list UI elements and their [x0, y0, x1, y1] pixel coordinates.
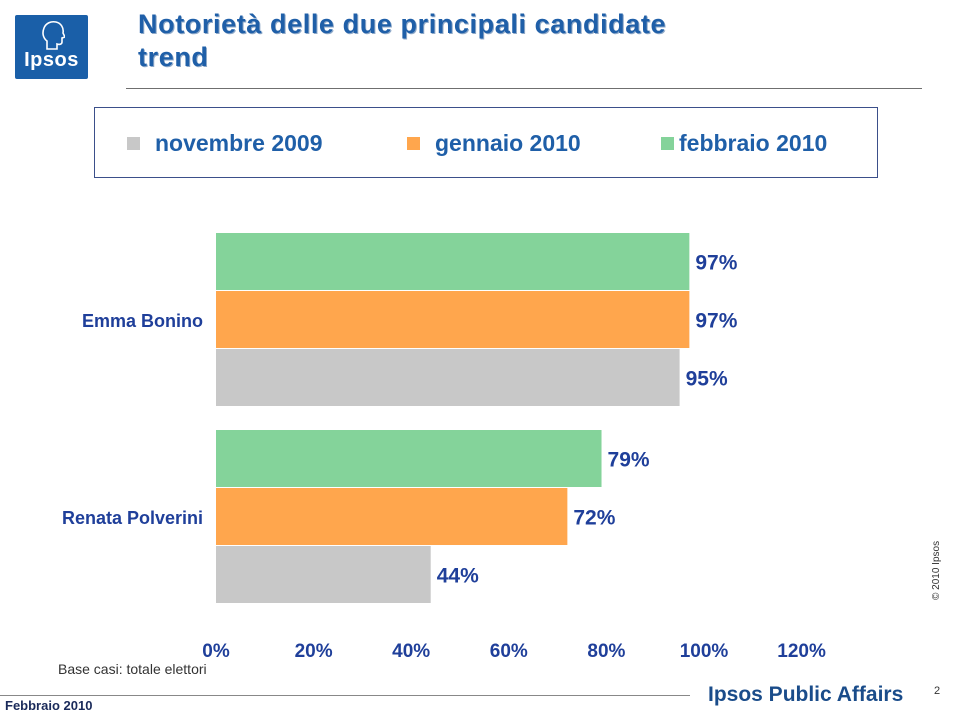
x-tick-label: 20%: [295, 641, 333, 662]
chart-legend: novembre 2009 gennaio 2010 febbraio 2010: [94, 107, 878, 178]
x-tick-label: 100%: [680, 641, 729, 662]
title-line-2: trend: [138, 42, 209, 72]
data-label: 95%: [686, 368, 728, 391]
data-label: 97%: [695, 252, 737, 275]
legend-label-gennaio-2010: gennaio 2010: [435, 130, 581, 156]
category-label: Emma Bonino: [82, 311, 203, 331]
category-label: Renata Polverini: [62, 508, 203, 528]
page-title: Notorietà delle due principali candidate…: [138, 8, 666, 74]
data-label: 97%: [695, 310, 737, 333]
bar-renata-polverini-gennaio-2010: [216, 488, 568, 545]
title-divider: [126, 88, 922, 89]
x-tick-label: 60%: [490, 641, 528, 662]
data-label: 79%: [608, 449, 650, 472]
page-number: 2: [934, 685, 941, 697]
copyright-text: © 2010 Ipsos: [931, 540, 942, 600]
bar-emma-bonino-febbraio-2010: [216, 233, 690, 290]
bar-emma-bonino-novembre-2009: [216, 349, 680, 406]
bar-emma-bonino-gennaio-2010: [216, 291, 690, 348]
legend-swatch-gennaio-2010: [407, 137, 420, 150]
title-line-1: Notorietà delle due principali candidate: [138, 9, 667, 39]
bar-renata-polverini-novembre-2009: [216, 546, 431, 603]
data-label: 72%: [573, 507, 615, 530]
legend-label-febbraio-2010: febbraio 2010: [679, 130, 828, 156]
legend-swatch-febbraio-2010: [661, 137, 674, 150]
logo-text: Ipsos: [24, 49, 79, 71]
bar-renata-polverini-febbraio-2010: [216, 430, 602, 487]
data-label: 44%: [437, 565, 479, 588]
x-tick-label: 120%: [777, 641, 826, 662]
x-tick-label: 40%: [392, 641, 430, 662]
footer-brand: Ipsos Public Affairs: [708, 683, 904, 706]
x-tick-label: 0%: [202, 641, 230, 662]
footer-date: Febbraio 2010: [5, 698, 93, 713]
ipsos-logo: Ipsos: [15, 15, 88, 79]
legend-swatch-novembre-2009: [127, 137, 140, 150]
legend-label-novembre-2009: novembre 2009: [155, 130, 323, 156]
x-tick-label: 80%: [587, 641, 625, 662]
footer-divider: [0, 695, 690, 696]
base-note: Base casi: totale elettori: [58, 661, 207, 677]
head-profile-icon: [42, 20, 65, 50]
